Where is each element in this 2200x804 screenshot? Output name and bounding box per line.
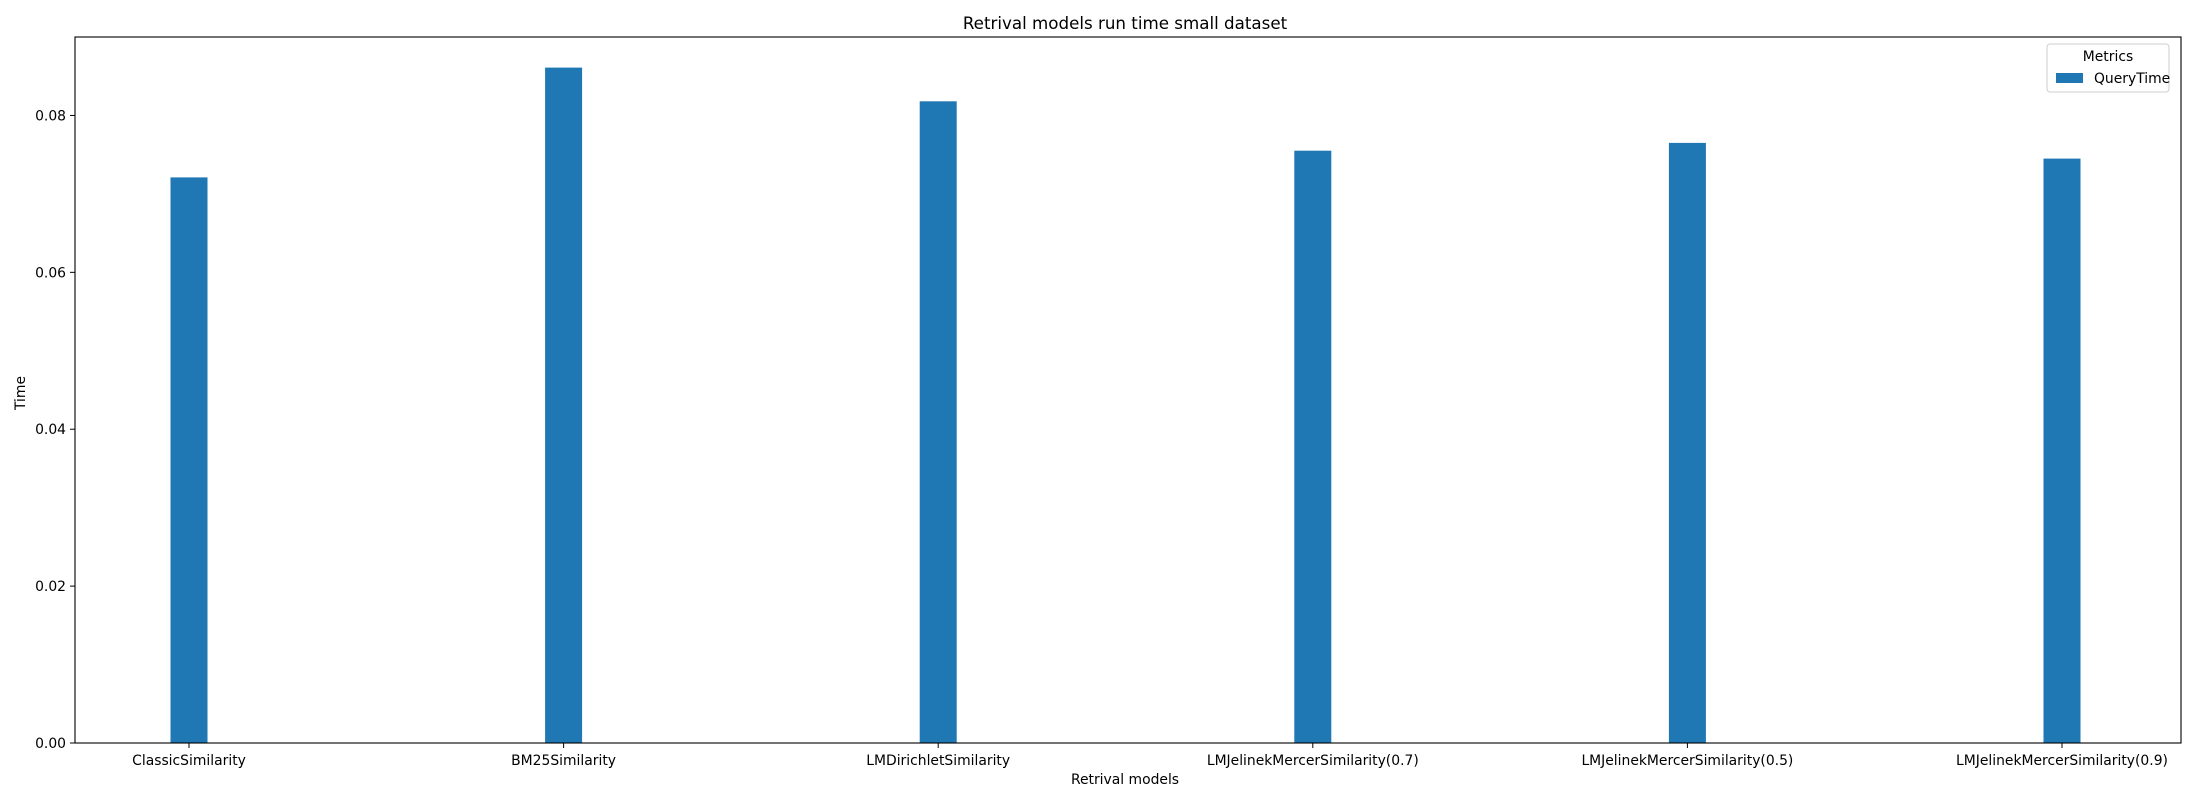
y-tick-label: 0.08 xyxy=(35,108,66,124)
x-axis-label: Retrival models xyxy=(1071,772,1179,788)
legend-title: Metrics xyxy=(2083,49,2133,65)
plot-area: 0.00 0.02 0.04 0.06 0.08 ClassicSimilarity BM2… xyxy=(35,36,2182,769)
y-tick-label: 0.02 xyxy=(35,579,66,595)
bar-bm25similarity xyxy=(545,67,583,744)
bar-lmdirichletsimilarity xyxy=(919,101,957,744)
y-tick-label: 0.00 xyxy=(35,736,66,752)
y-tick-label: 0.04 xyxy=(35,422,66,438)
x-tick-label: LMJelinekMercerSimilarity(0.5) xyxy=(1581,753,1793,769)
plot-frame xyxy=(74,36,2182,744)
x-tick-label: LMJelinekMercerSimilarity(0.9) xyxy=(1956,753,2168,769)
y-axis-label: Time xyxy=(13,376,29,411)
legend: Metrics QueryTime xyxy=(2046,43,2170,93)
bar-lmjelinekmercersimilarity-0-9 xyxy=(2043,158,2081,744)
bar-lmjelinekmercersimilarity-0-5 xyxy=(1668,142,1706,743)
y-tick-label: 0.06 xyxy=(35,265,66,281)
x-tick-label: LMJelinekMercerSimilarity(0.7) xyxy=(1207,753,1419,769)
legend-label-querytime: QueryTime xyxy=(2094,71,2170,87)
x-tick-label: ClassicSimilarity xyxy=(132,753,246,769)
x-tick-label: LMDirichletSimilarity xyxy=(866,753,1010,769)
x-tick-label: BM25Similarity xyxy=(511,753,616,769)
bar-classicsimilarity xyxy=(170,177,208,743)
bar-lmjelinekmercersimilarity-0-7 xyxy=(1294,150,1332,743)
chart-title: Retrival models run time small dataset xyxy=(963,13,1288,33)
legend-swatch-querytime xyxy=(2056,73,2083,83)
